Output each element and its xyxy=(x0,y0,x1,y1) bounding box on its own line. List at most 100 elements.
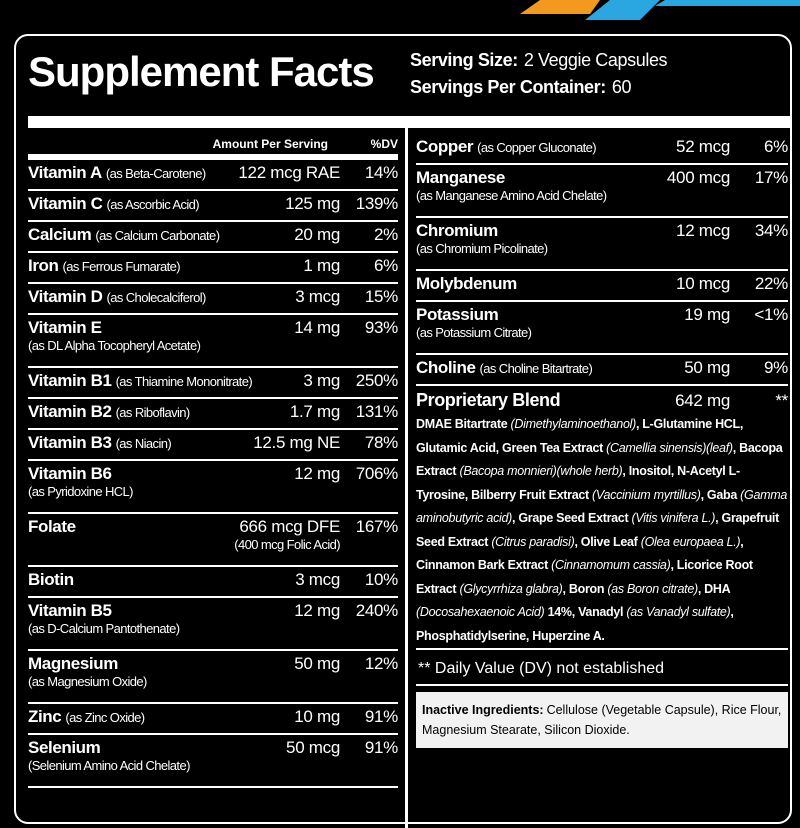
row-line: Vitamin A (as Beta-Carotene) 122 mcg RAE 14… xyxy=(28,163,398,183)
row-line: Vitamin B5 12 mg 240% xyxy=(28,601,398,621)
ingredient-text: , Grapefruit Seed Extract xyxy=(416,511,779,549)
nutrient-label: Biotin xyxy=(28,570,295,590)
amount-cell: 20 mg xyxy=(294,225,340,245)
nutrient-name: Copper xyxy=(416,137,474,156)
thick-rule xyxy=(28,154,398,160)
row-line: Vitamin B3 (as Niacin) 12.5 mg NE 78% xyxy=(28,433,398,453)
row-line: Potassium 19 mg <1% xyxy=(416,305,788,325)
nutrient-name: Folate xyxy=(28,517,76,536)
nutrient-row: Choline (as Choline Bitartrate) 50 mg 9% xyxy=(416,355,788,386)
ingredient-text: DMAE Bitartrate xyxy=(416,417,511,431)
amount: 3 mcg xyxy=(295,570,340,589)
daily-value: 167% xyxy=(355,517,399,536)
ingredient-text: , Phosphatidylserine, Huperzine A. xyxy=(416,605,734,643)
nutrient-source: (as Ascorbic Acid) xyxy=(106,197,200,212)
nutrient-label: Molybdenum xyxy=(416,274,676,294)
amount-header: Amount Per Serving xyxy=(212,137,328,151)
nutrient-name: Chromium xyxy=(416,221,498,240)
orange-stripe xyxy=(520,0,600,14)
blend-ingredients: DMAE Bitartrate (Dimethylaminoethanol), … xyxy=(416,413,788,648)
amount-note: (400 mcg Folic Acid) xyxy=(234,537,340,552)
nutrient-row: Vitamin B1 (as Thiamine Mononitrate) 3 mg 2… xyxy=(28,368,398,399)
nutrient-name: Iron xyxy=(28,256,59,275)
amount: 1 mg xyxy=(303,256,340,275)
nutrient-row: Magnesium 50 mg 12% (as Magnesium Oxide) xyxy=(28,651,398,704)
daily-value: 91% xyxy=(364,738,398,757)
page: {"header": {"title": "Supplement Facts",… xyxy=(14,0,800,828)
daily-value: 2% xyxy=(374,225,398,244)
blend-amount: 642 mg xyxy=(675,391,730,410)
footnote: ** Daily Value (DV) not established xyxy=(416,648,788,686)
daily-value: 706% xyxy=(355,464,399,483)
row-line: Vitamin E 14 mg 93% xyxy=(28,318,398,338)
amount-cell: 1.7 mg xyxy=(290,402,340,422)
ingredient-text: (Glycyrrhiza glabra) xyxy=(459,581,563,596)
amount: 50 mg xyxy=(294,654,340,673)
row-line: Biotin 3 mcg 10% xyxy=(28,570,398,590)
nutrient-source: (as Manganese Amino Acid Chelate) xyxy=(416,188,607,203)
proprietary-blend: Proprietary Blend 642 mg ** DMAE Bitartrate… xyxy=(416,386,788,648)
nutrient-source: (Selenium Amino Acid Chelate) xyxy=(28,758,190,773)
nutrient-row: Potassium 19 mg <1% (as Potassium Citrate) xyxy=(416,302,788,355)
column-divider xyxy=(405,128,408,828)
daily-value: 6% xyxy=(764,137,788,156)
nutrient-name: Vitamin B6 xyxy=(28,464,112,483)
daily-value: 6% xyxy=(374,256,398,275)
nutrient-label: Copper (as Copper Gluconate) xyxy=(416,137,676,157)
nutrient-label: Manganese xyxy=(416,168,667,188)
nutrient-label: Vitamin B2 (as Riboflavin) xyxy=(28,402,290,422)
amount-cell: 12 mg xyxy=(294,464,340,484)
ingredient-text: , Grape Seed Extract xyxy=(512,511,632,525)
nutrient-name: Potassium xyxy=(416,305,499,324)
nutrient-source: (as Copper Gluconate) xyxy=(477,140,597,155)
nutrient-row: Chromium 12 mcg 34% (as Chromium Picolinate… xyxy=(416,218,788,271)
nutrient-row: Vitamin D (as Cholecalciferol) 3 mcg 15% xyxy=(28,284,398,315)
daily-value: 15% xyxy=(364,287,398,306)
nutrient-source: (as Choline Bitartrate) xyxy=(479,361,593,376)
amount: 12.5 mg NE xyxy=(253,433,340,452)
nutrient-label: Folate xyxy=(28,517,234,537)
inactive-text: Cellulose (Vegetable Capsule), Rice Flou… xyxy=(422,703,782,737)
amount: 19 mg xyxy=(684,305,730,324)
nutrient-name: Selenium xyxy=(28,738,101,757)
nutrient-name: Zinc xyxy=(28,707,62,726)
nutrient-row: Zinc (as Zinc Oxide) 10 mg 91% xyxy=(28,704,398,735)
nutrient-label: Selenium xyxy=(28,738,286,758)
row-line: Vitamin D (as Cholecalciferol) 3 mcg 15% xyxy=(28,287,398,307)
amount: 122 mcg RAE xyxy=(238,163,340,182)
nutrient-label: Potassium xyxy=(416,305,684,325)
daily-value: 9% xyxy=(764,358,788,377)
nutrient-name: Biotin xyxy=(28,570,74,589)
amount: 125 mg xyxy=(285,194,340,213)
serving-size-label: Serving Size: xyxy=(410,50,518,70)
row-line: Selenium 50 mcg 91% xyxy=(28,738,398,758)
nutrient-row: Iron (as Ferrous Fumarate) 1 mg 6% xyxy=(28,253,398,284)
title: Supplement Facts xyxy=(28,48,375,95)
nutrient-label: Vitamin B6 xyxy=(28,464,294,484)
top-rule xyxy=(28,116,790,128)
nutrient-source: (as Riboflavin) xyxy=(115,405,191,420)
nutrient-name: Choline xyxy=(416,358,476,377)
nutrient-row: Molybdenum 10 mcg 22% xyxy=(416,271,788,302)
decor-stripes xyxy=(520,0,800,20)
daily-value: 131% xyxy=(355,402,399,421)
amount-cell: 3 mg xyxy=(303,371,340,391)
ingredient-text: , L-Glutamine HCL, Glutamic Acid, Green … xyxy=(416,417,744,455)
daily-value: 10% xyxy=(364,570,398,589)
nutrient-source: (as Pyridoxine HCL) xyxy=(28,484,134,499)
ingredient-text: (Cinnamomum cassia) xyxy=(551,558,671,572)
right-column: Copper (as Copper Gluconate) 52 mcg 6% Manga… xyxy=(416,134,788,748)
ingredient-text: (Olea europaea L.) xyxy=(640,534,741,549)
nutrient-name: Vitamin B1 xyxy=(28,371,112,390)
daily-value: <1% xyxy=(754,305,788,324)
nutrient-label: Choline (as Choline Bitartrate) xyxy=(416,358,684,378)
amount-cell: 3 mcg xyxy=(295,287,340,307)
daily-value: 139% xyxy=(355,194,399,213)
daily-value: 250% xyxy=(355,371,399,390)
nutrient-name: Magnesium xyxy=(28,654,118,673)
nutrient-label: Chromium xyxy=(416,221,676,241)
daily-value: 78% xyxy=(364,433,398,452)
amount-cell: 666 mcg DFE (400 mcg Folic Acid) xyxy=(234,517,340,552)
nutrient-label: Vitamin D (as Cholecalciferol) xyxy=(28,287,295,307)
dv-header: %DV xyxy=(370,137,398,151)
